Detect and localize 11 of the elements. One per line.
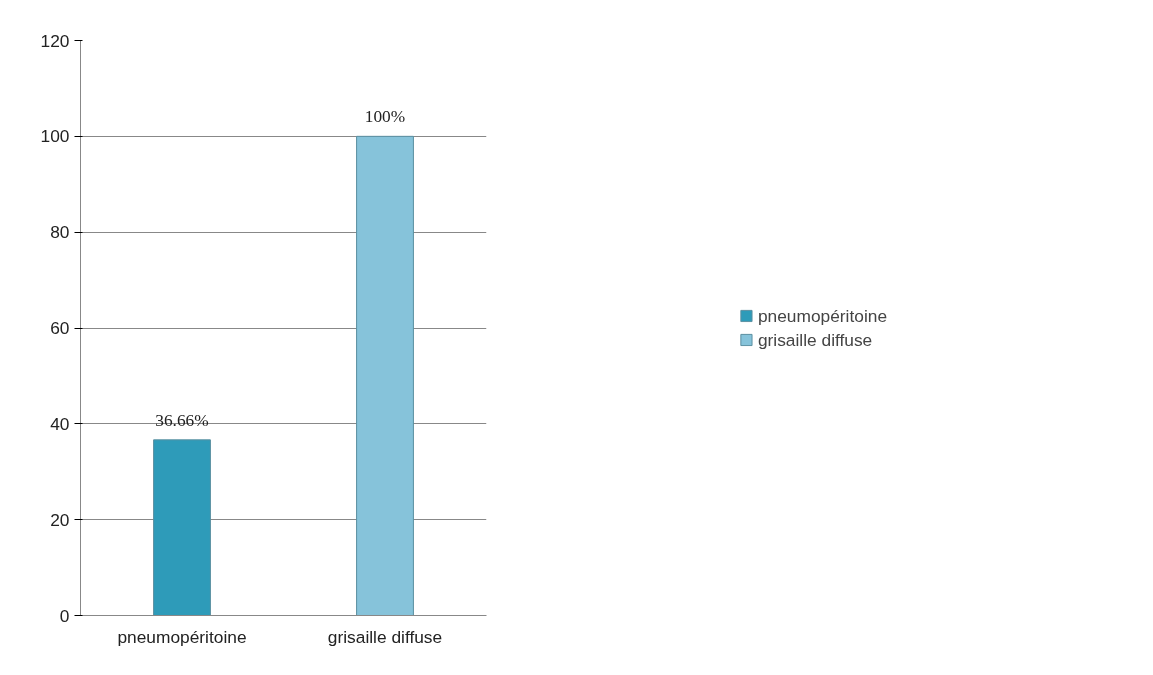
y-tick-label: 20 bbox=[50, 509, 70, 530]
legend-label: grisaille diffuse bbox=[757, 329, 873, 350]
y-tick-label: 0 bbox=[59, 605, 70, 626]
y-tick-label: 100 bbox=[40, 126, 70, 147]
data-label: 100% bbox=[364, 107, 406, 127]
data-label: 36.66% bbox=[155, 410, 209, 430]
y-tick-label: 80 bbox=[50, 222, 70, 243]
y-tick-label: 120 bbox=[40, 30, 70, 51]
legend-label: pneumopéritoine bbox=[757, 305, 888, 326]
y-tick-label: 60 bbox=[50, 318, 70, 338]
y-tick-label: 40 bbox=[50, 413, 70, 434]
